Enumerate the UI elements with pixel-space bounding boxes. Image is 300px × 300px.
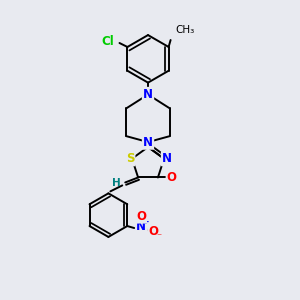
Text: H: H [112, 178, 120, 188]
Text: O: O [167, 171, 177, 184]
Text: Cl: Cl [102, 34, 115, 47]
Text: S: S [126, 152, 134, 165]
Text: CH₃: CH₃ [176, 25, 195, 35]
Text: N: N [143, 136, 153, 148]
Text: N: N [136, 220, 146, 232]
Text: +: + [142, 217, 150, 226]
Text: O: O [148, 226, 158, 238]
Text: O: O [136, 210, 146, 223]
Text: N: N [162, 152, 172, 165]
Text: ⁻: ⁻ [156, 232, 161, 242]
Text: N: N [143, 88, 153, 101]
